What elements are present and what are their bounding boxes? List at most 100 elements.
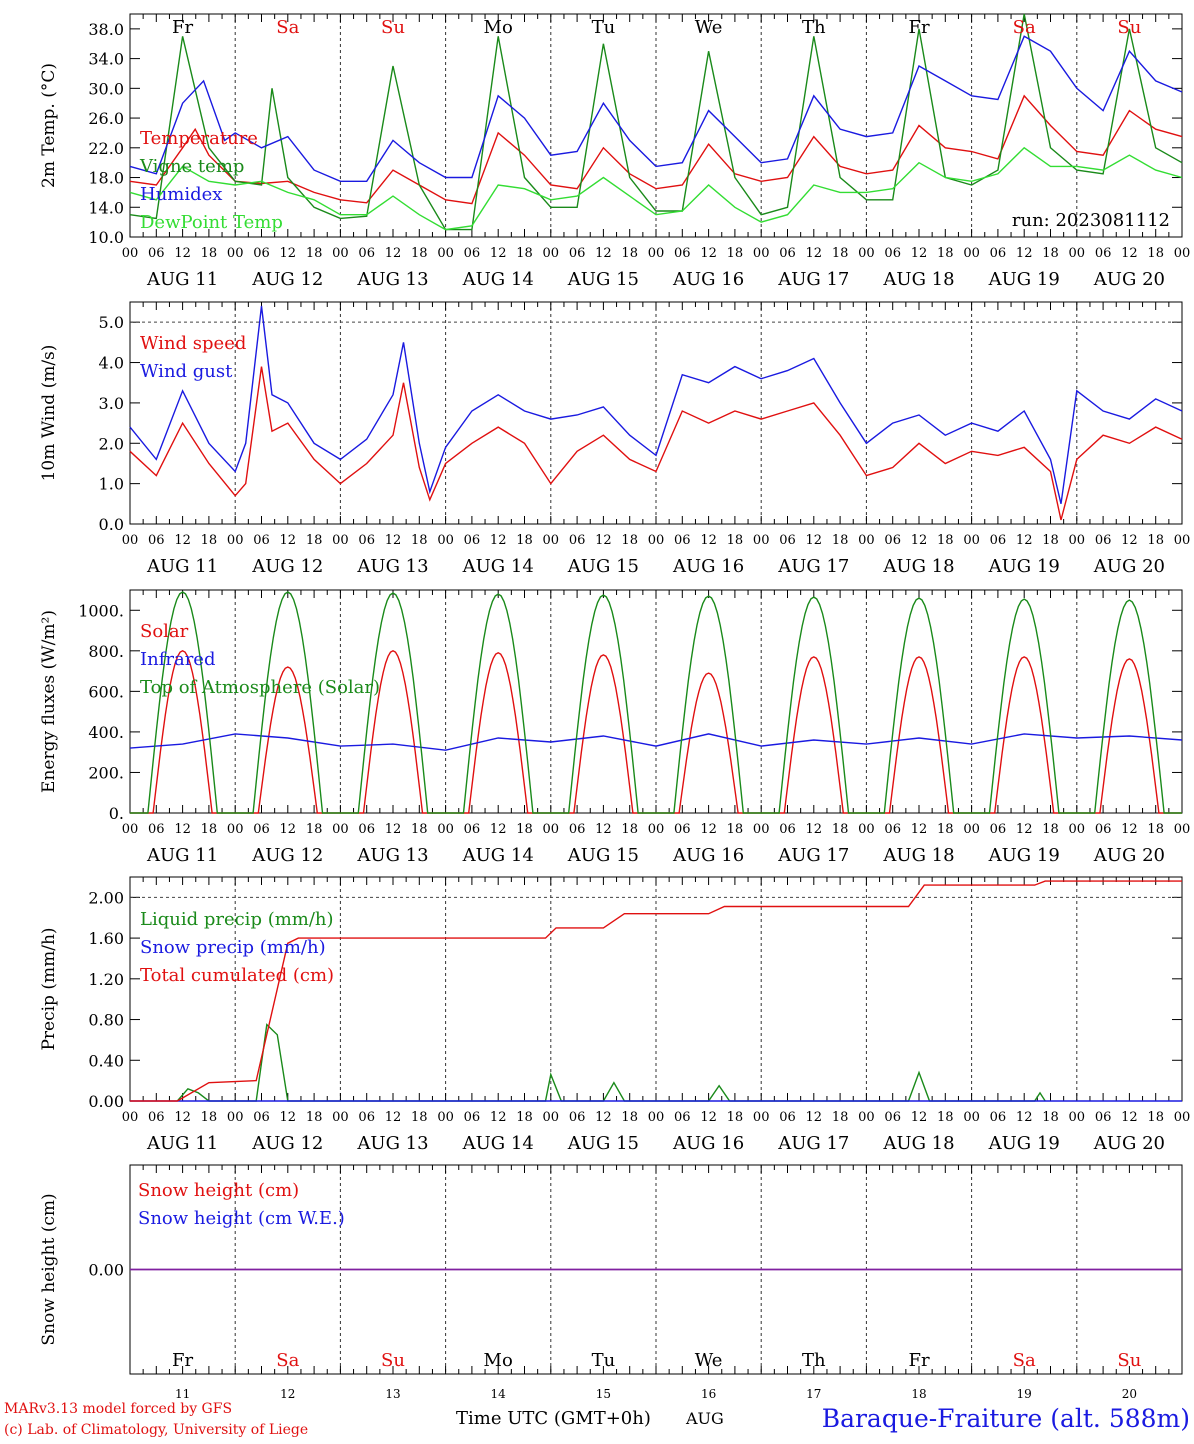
hour-label: 12: [1121, 1110, 1138, 1125]
day-number: 14: [491, 1387, 507, 1401]
hour-label: 06: [464, 246, 481, 261]
y-tick-label: 3.0: [99, 394, 124, 413]
date-label: AUG 19: [988, 269, 1060, 290]
legend-label: Liquid precip (mm/h): [140, 909, 334, 930]
y-axis-label: Energy fluxes (W/m²): [39, 610, 59, 793]
y-tick-label: 34.0: [88, 50, 124, 69]
hour-label: 00: [437, 533, 454, 548]
weekday-label: We: [695, 1350, 723, 1371]
day-number: 11: [175, 1387, 190, 1401]
day-number: 17: [806, 1387, 821, 1401]
legend-label: Infrared: [140, 649, 215, 670]
hour-label: 00: [122, 246, 139, 261]
day-number: 16: [701, 1387, 716, 1401]
hour-label: 18: [727, 533, 744, 548]
hour-label: 18: [727, 822, 744, 837]
station-title: Baraque-Fraiture (alt. 588m): [822, 1404, 1190, 1433]
hour-label: 12: [385, 533, 402, 548]
y-axis-label: 2m Temp. (°C): [39, 63, 59, 188]
hour-label: 06: [779, 246, 796, 261]
date-label: AUG 14: [462, 269, 534, 290]
date-label: AUG 17: [777, 269, 849, 290]
date-label: AUG 18: [882, 269, 954, 290]
hour-label: 06: [464, 533, 481, 548]
hour-label: 18: [516, 533, 533, 548]
hour-label: 00: [753, 822, 770, 837]
date-label: AUG 11: [146, 556, 218, 577]
hour-label: 12: [1121, 533, 1138, 548]
hour-label: 00: [963, 1110, 980, 1125]
hour-label: 06: [253, 533, 270, 548]
hour-label: 12: [595, 1110, 612, 1125]
hour-label: 12: [700, 533, 717, 548]
hour-label: 18: [937, 1110, 954, 1125]
day-number: 18: [911, 1387, 926, 1401]
hour-label: 18: [516, 246, 533, 261]
hour-label: 12: [1121, 246, 1138, 261]
legend-label: Snow height (cm): [138, 1180, 299, 1201]
hour-label: 18: [621, 533, 638, 548]
hour-label: 12: [174, 533, 191, 548]
date-label: AUG 16: [672, 269, 744, 290]
y-tick-label: 38.0: [88, 20, 124, 39]
hour-label: 18: [306, 533, 323, 548]
y-tick-label: 800.: [88, 642, 124, 661]
hour-label: 18: [201, 533, 218, 548]
legend-label: Total cumulated (cm): [140, 965, 334, 986]
hour-label: 18: [411, 246, 428, 261]
y-tick-label: 400.: [88, 723, 124, 742]
hour-label: 12: [490, 533, 507, 548]
weekday-label: Mo: [484, 1350, 513, 1371]
hour-label: 00: [543, 246, 560, 261]
hour-label: 00: [753, 1110, 770, 1125]
date-label: AUG 12: [251, 269, 323, 290]
hour-label: 00: [332, 533, 349, 548]
hour-label: 00: [858, 246, 875, 261]
weekday-label: We: [695, 17, 723, 38]
date-label: AUG 13: [356, 269, 428, 290]
date-label: AUG 16: [672, 556, 744, 577]
hour-label: 18: [201, 1110, 218, 1125]
weekday-label: Su: [381, 1350, 405, 1371]
day-number: 19: [1017, 1387, 1032, 1401]
hour-label: 12: [700, 822, 717, 837]
hour-label: 06: [779, 533, 796, 548]
hour-label: 12: [700, 1110, 717, 1125]
hour-label: 06: [990, 822, 1007, 837]
date-label: AUG 17: [777, 1133, 849, 1154]
y-tick-label: 26.0: [88, 109, 124, 128]
legend-label: Solar: [140, 621, 189, 642]
y-tick-label: 0.80: [88, 1011, 124, 1030]
y-tick-label: 1.0: [99, 475, 124, 494]
hour-label: 06: [148, 533, 165, 548]
series-line: [130, 591, 1182, 814]
date-label: AUG 20: [1093, 269, 1165, 290]
hour-label: 00: [753, 533, 770, 548]
date-label: AUG 11: [146, 845, 218, 866]
hour-label: 00: [543, 533, 560, 548]
hour-label: 06: [253, 822, 270, 837]
weekday-label: Th: [802, 1350, 826, 1371]
hour-label: 12: [385, 1110, 402, 1125]
date-label: AUG 13: [356, 1133, 428, 1154]
hour-label: 06: [464, 822, 481, 837]
hour-label: 00: [1069, 1110, 1086, 1125]
hour-label: 12: [911, 822, 928, 837]
date-label: AUG 15: [567, 269, 639, 290]
hour-label: 06: [358, 1110, 375, 1125]
date-label: AUG 17: [777, 556, 849, 577]
date-label: AUG 18: [882, 556, 954, 577]
series-line: [129, 13, 1183, 231]
date-label: AUG 12: [251, 1133, 323, 1154]
hour-label: 12: [280, 822, 297, 837]
legend-label: Snow precip (mm/h): [140, 937, 326, 958]
hour-label: 06: [674, 822, 691, 837]
hour-label: 12: [174, 246, 191, 261]
hour-label: 06: [569, 1110, 586, 1125]
date-label: AUG 12: [251, 556, 323, 577]
weekday-label: Sa: [276, 1350, 299, 1371]
hour-label: 18: [411, 533, 428, 548]
hour-label: 00: [227, 533, 244, 548]
hour-label: 12: [700, 246, 717, 261]
date-label: AUG 11: [146, 1133, 218, 1154]
